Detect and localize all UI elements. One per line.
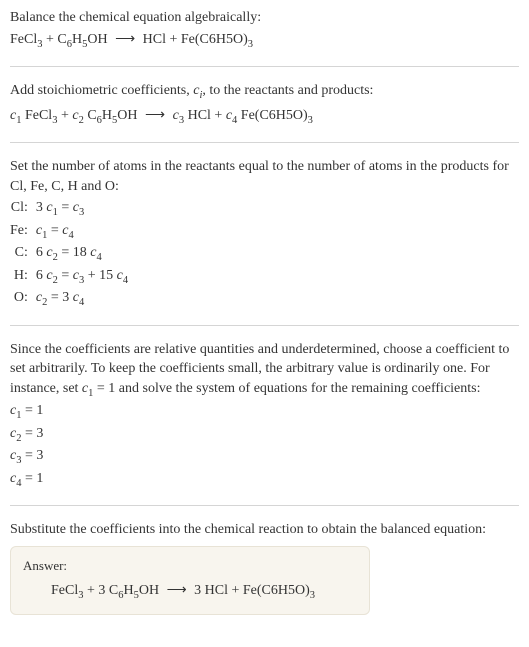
section-substitute: Substitute the coefficients into the che… bbox=[10, 520, 519, 614]
balanced-equation: FeCl3 + 3 C6H5OH ⟶ 3 HCl + Fe(C6H5O)3 bbox=[23, 581, 357, 603]
stoich-equation: c1 FeCl3 + c2 C6H5OH ⟶ c3 HCl + c4 Fe(C6… bbox=[10, 106, 519, 128]
answer-label: Answer: bbox=[23, 557, 357, 575]
unbalanced-equation: FeCl3 + C6H5OH ⟶ HCl + Fe(C6H5O)3 bbox=[10, 30, 519, 52]
list-item: c4 = 1 bbox=[10, 469, 519, 491]
divider bbox=[10, 66, 519, 67]
atoms-table: Cl: 3 c1 = c3 Fe: c1 = c4 C: 6 c2 = 18 c… bbox=[10, 198, 134, 310]
substitute-text: Substitute the coefficients into the che… bbox=[10, 520, 519, 540]
answer-box: Answer: FeCl3 + 3 C6H5OH ⟶ 3 HCl + Fe(C6… bbox=[10, 546, 370, 615]
stoich-text: Add stoichiometric coefficients, ci, to … bbox=[10, 81, 519, 103]
section-atoms: Set the number of atoms in the reactants… bbox=[10, 157, 519, 311]
table-row: H: 6 c2 = c3 + 15 c4 bbox=[10, 266, 134, 288]
table-row: O: c2 = 3 c4 bbox=[10, 288, 134, 310]
section-stoichiometric: Add stoichiometric coefficients, ci, to … bbox=[10, 81, 519, 128]
divider bbox=[10, 142, 519, 143]
table-row: C: 6 c2 = 18 c4 bbox=[10, 243, 134, 265]
list-item: c2 = 3 bbox=[10, 424, 519, 446]
list-item: c1 = 1 bbox=[10, 401, 519, 423]
balance-title: Balance the chemical equation algebraica… bbox=[10, 8, 519, 28]
solve-text: Since the coefficients are relative quan… bbox=[10, 340, 519, 402]
divider bbox=[10, 325, 519, 326]
list-item: c3 = 3 bbox=[10, 446, 519, 468]
section-solve: Since the coefficients are relative quan… bbox=[10, 340, 519, 492]
coefficient-list: c1 = 1 c2 = 3 c3 = 3 c4 = 1 bbox=[10, 401, 519, 491]
table-row: Cl: 3 c1 = c3 bbox=[10, 198, 134, 220]
table-row: Fe: c1 = c4 bbox=[10, 221, 134, 243]
section-balance: Balance the chemical equation algebraica… bbox=[10, 8, 519, 52]
divider bbox=[10, 505, 519, 506]
atoms-text: Set the number of atoms in the reactants… bbox=[10, 157, 519, 196]
